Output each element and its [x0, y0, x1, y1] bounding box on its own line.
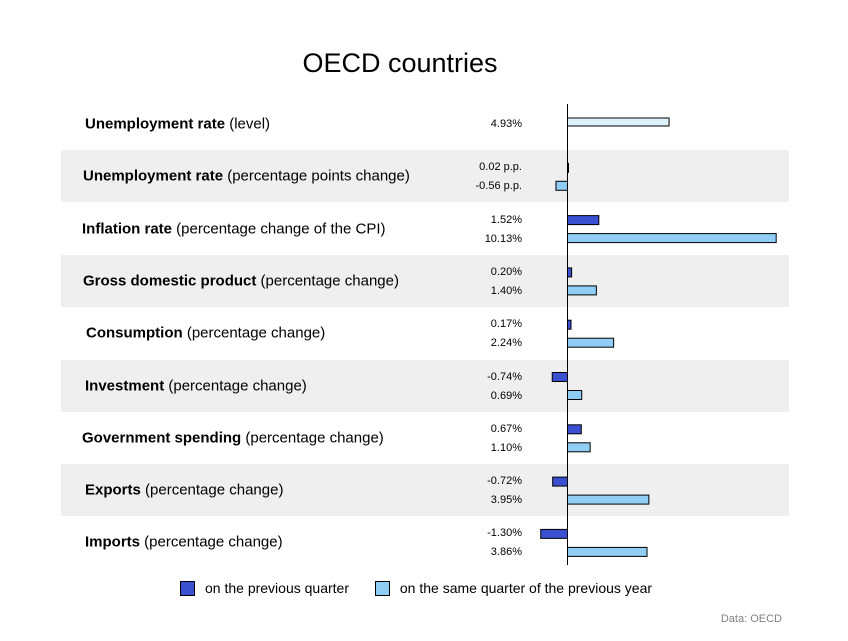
bar-previous-year	[567, 390, 583, 400]
category-label: Unemployment rate (level)	[85, 116, 270, 133]
bar-previous-year	[567, 442, 591, 453]
category-label-bold: Government spending	[82, 429, 242, 447]
category-label: Consumption (percentage change)	[86, 325, 325, 342]
category-label-detail: (percentage change)	[140, 481, 284, 499]
value-label-previous-quarter: -0.72%	[487, 475, 522, 488]
value-label-previous-quarter: 0.20%	[490, 265, 522, 278]
category-label-bold: Inflation rate	[82, 220, 173, 238]
bar-previous-quarter	[567, 424, 582, 435]
bar-previous-year	[567, 337, 615, 348]
value-label-previous-year: 10.13%	[484, 232, 522, 245]
bar-previous-quarter	[567, 215, 600, 226]
value-label-previous-year: 3.86%	[490, 546, 522, 559]
bar-previous-quarter	[551, 372, 568, 382]
category-label: Investment (percentage change)	[85, 377, 307, 394]
chart-row: Investment (percentage change)	[61, 359, 789, 412]
value-label-previous-quarter: 0.17%	[490, 318, 522, 331]
category-label-detail: (level)	[225, 115, 271, 133]
chart-row: Unemployment rate (level)	[61, 98, 789, 150]
category-label-bold: Investment	[85, 377, 165, 394]
category-label: Government spending (percentage change)	[82, 429, 384, 446]
bar-previous-year	[567, 546, 648, 557]
value-label-previous-quarter: 1.52%	[490, 213, 522, 226]
bar-previous-year	[567, 494, 650, 505]
legend-item-previous-year: on the same quarter of the previous year	[374, 580, 653, 596]
chart-title: OECD countries	[302, 48, 498, 78]
bar-previous-quarter	[567, 267, 573, 278]
chart-row: Imports (percentage change)	[61, 516, 789, 568]
category-label-detail: (percentage change)	[241, 429, 384, 447]
bar-previous-quarter	[540, 528, 568, 539]
legend-item-previous-quarter: on the previous quarter	[180, 580, 349, 596]
category-label-bold: Imports	[85, 533, 141, 551]
category-label: Gross domestic product (percentage chang…	[83, 272, 399, 289]
bar-previous-quarter	[552, 476, 569, 487]
category-label-detail: (percentage points change)	[223, 167, 410, 185]
category-label: Inflation rate (percentage change of the…	[82, 220, 385, 237]
chart-row: Exports (percentage change)	[61, 464, 789, 517]
value-label-previous-year: 1.40%	[490, 284, 522, 297]
category-label-bold: Unemployment rate	[83, 167, 224, 185]
category-label: Exports (percentage change)	[85, 482, 283, 499]
value-label-previous-year: 0.69%	[490, 389, 522, 402]
bar-previous-year	[555, 180, 568, 191]
value-label-previous-year: 1.10%	[490, 441, 522, 454]
bar-previous-quarter	[567, 319, 572, 330]
category-label-detail: (percentage change)	[182, 324, 326, 342]
category-label-bold: Exports	[85, 481, 141, 499]
value-label-previous-year: 2.24%	[490, 337, 522, 350]
value-label-previous-quarter: -1.30%	[487, 527, 522, 540]
legend-label-previous-year: on the same quarter of the previous year	[399, 580, 653, 596]
value-label-previous-quarter: -0.74%	[487, 370, 522, 383]
chart-row: Government spending (percentage change)	[61, 412, 789, 464]
legend-label-previous-quarter: on the previous quarter	[205, 580, 349, 596]
category-label-bold: Unemployment rate	[85, 115, 226, 133]
value-label-level: 4.93%	[490, 118, 522, 130]
source-note: Data: OECD	[720, 613, 782, 625]
category-label-detail: (percentage change of the CPI)	[172, 220, 386, 238]
legend-swatch-previous-quarter	[180, 580, 195, 596]
value-label-previous-year: 3.95%	[490, 494, 522, 507]
value-label-previous-year: -0.56 p.p.	[475, 180, 522, 193]
chart-row: Unemployment rate (percentage points cha…	[61, 150, 789, 203]
category-label: Unemployment rate (percentage points cha…	[83, 168, 410, 185]
category-label-bold: Consumption	[86, 324, 183, 342]
category-label-detail: (percentage change)	[140, 533, 283, 551]
chart-row: Consumption (percentage change)	[61, 307, 789, 359]
value-label-previous-quarter: 0.02 p.p.	[479, 161, 522, 174]
category-label-detail: (percentage change)	[256, 272, 399, 290]
bar-previous-year	[567, 233, 777, 244]
category-label: Imports (percentage change)	[85, 534, 283, 551]
category-label-bold: Gross domestic product	[83, 272, 257, 290]
chart-row: Inflation rate (percentage change of the…	[61, 203, 789, 255]
bar-previous-year	[567, 285, 597, 296]
bar-level	[567, 117, 670, 127]
chart-row: Gross domestic product (percentage chang…	[61, 254, 789, 307]
legend: on the previous quarter on the same quar…	[180, 580, 674, 599]
category-label-detail: (percentage change)	[164, 377, 307, 394]
legend-swatch-previous-year	[374, 580, 390, 596]
value-label-previous-quarter: 0.67%	[490, 422, 522, 435]
